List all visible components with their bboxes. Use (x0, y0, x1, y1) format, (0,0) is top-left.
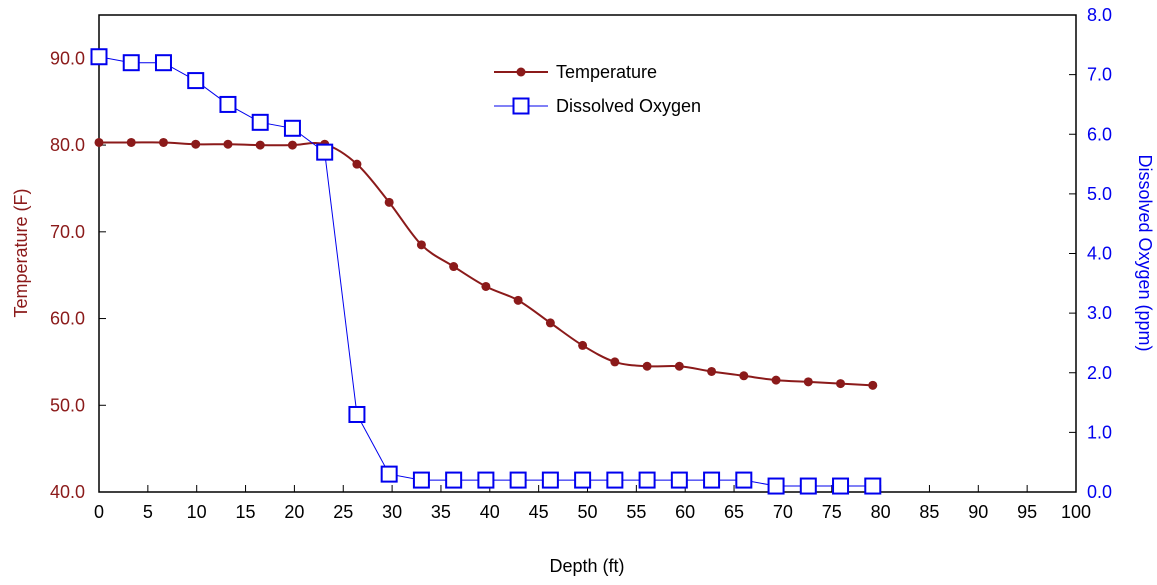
y-left-tick-label: 60.0 (50, 309, 85, 329)
point-temperature (771, 375, 781, 385)
x-tick-label: 80 (871, 502, 891, 522)
point-temperature (94, 137, 104, 147)
point-dissolved-oxygen (219, 95, 237, 113)
point-dissolved-oxygen (541, 471, 559, 489)
x-tick-label: 0 (94, 502, 104, 522)
x-tick-label: 55 (626, 502, 646, 522)
x-tick-label: 90 (968, 502, 988, 522)
y-right-tick-label: 1.0 (1087, 422, 1112, 442)
x-tick-label: 35 (431, 502, 451, 522)
x-tick-label: 40 (480, 502, 500, 522)
legend-label: Temperature (556, 62, 657, 82)
point-dissolved-oxygen (864, 477, 882, 495)
x-axis-label: Depth (ft) (549, 556, 624, 576)
y-right-tick-label: 7.0 (1087, 65, 1112, 85)
point-temperature (610, 357, 620, 367)
point-dissolved-oxygen (477, 471, 495, 489)
point-dissolved-oxygen (445, 471, 463, 489)
point-temperature (642, 361, 652, 371)
legend-marker-dissolved-oxygen (512, 97, 530, 115)
y-left-tick-label: 90.0 (50, 48, 85, 68)
point-temperature (416, 240, 426, 250)
x-tick-label: 65 (724, 502, 744, 522)
point-dissolved-oxygen (90, 48, 108, 66)
x-tick-label: 70 (773, 502, 793, 522)
point-dissolved-oxygen (574, 471, 592, 489)
point-dissolved-oxygen (316, 143, 334, 161)
point-temperature (158, 137, 168, 147)
point-dissolved-oxygen (412, 471, 430, 489)
point-dissolved-oxygen (251, 113, 269, 131)
x-tick-label: 5 (143, 502, 153, 522)
y-right-tick-label: 8.0 (1087, 5, 1112, 25)
y-left-tick-label: 70.0 (50, 222, 85, 242)
point-temperature (578, 340, 588, 350)
point-dissolved-oxygen (703, 471, 721, 489)
point-dissolved-oxygen (832, 477, 850, 495)
y-axis-right: 0.0 1.0 2.0 3.0 4.0 5.0 6.0 7.0 8.0 (1069, 5, 1112, 502)
point-dissolved-oxygen (154, 54, 172, 72)
y-left-tick-label: 40.0 (50, 482, 85, 502)
x-tick-label: 85 (919, 502, 939, 522)
point-temperature (803, 377, 813, 387)
point-dissolved-oxygen (767, 477, 785, 495)
point-dissolved-oxygen (638, 471, 656, 489)
point-temperature (255, 140, 265, 150)
plot-area (98, 14, 1077, 493)
y-right-tick-label: 0.0 (1087, 482, 1112, 502)
point-dissolved-oxygen (799, 477, 817, 495)
point-dissolved-oxygen (735, 471, 753, 489)
legend-label: Dissolved Oxygen (556, 96, 701, 116)
x-tick-label: 20 (284, 502, 304, 522)
point-dissolved-oxygen (380, 465, 398, 483)
x-tick-label: 10 (187, 502, 207, 522)
point-temperature (384, 197, 394, 207)
point-temperature (223, 139, 233, 149)
y-right-tick-label: 4.0 (1087, 244, 1112, 264)
point-temperature (836, 379, 846, 389)
series-layer (90, 48, 882, 495)
point-temperature (545, 318, 555, 328)
x-tick-label: 25 (333, 502, 353, 522)
x-tick-label: 60 (675, 502, 695, 522)
x-tick-label: 15 (236, 502, 256, 522)
x-tick-label: 30 (382, 502, 402, 522)
point-dissolved-oxygen (187, 72, 205, 90)
x-tick-label: 75 (822, 502, 842, 522)
y-right-tick-label: 5.0 (1087, 184, 1112, 204)
y-right-tick-label: 3.0 (1087, 303, 1112, 323)
point-temperature (449, 262, 459, 272)
y-left-tick-label: 80.0 (50, 135, 85, 155)
y-left-tick-label: 50.0 (50, 395, 85, 415)
point-dissolved-oxygen (606, 471, 624, 489)
point-dissolved-oxygen (122, 54, 140, 72)
y-axis-left: 40.0 50.0 60.0 70.0 80.0 90.0 (50, 48, 106, 502)
point-temperature (481, 281, 491, 291)
y-right-tick-label: 2.0 (1087, 363, 1112, 383)
x-tick-label: 50 (577, 502, 597, 522)
point-temperature (287, 140, 297, 150)
x-tick-label: 95 (1017, 502, 1037, 522)
point-temperature (707, 366, 717, 376)
point-temperature (126, 137, 136, 147)
point-temperature (191, 139, 201, 149)
y-axis-right-label: Dissolved Oxygen (ppm) (1135, 154, 1155, 351)
point-temperature (868, 380, 878, 390)
y-right-tick-label: 6.0 (1087, 124, 1112, 144)
point-dissolved-oxygen (509, 471, 527, 489)
point-dissolved-oxygen (283, 119, 301, 137)
x-axis: 0 5 10 15 20 25 30 35 40 45 50 55 60 65 70 75 80 85 90 95 10… (94, 485, 1091, 522)
point-temperature (352, 159, 362, 169)
point-temperature (739, 371, 749, 381)
legend-marker-temperature (516, 67, 526, 77)
point-temperature (674, 361, 684, 371)
point-dissolved-oxygen (670, 471, 688, 489)
point-dissolved-oxygen (348, 405, 366, 423)
x-tick-label: 100 (1061, 502, 1091, 522)
y-axis-left-label: Temperature (F) (11, 188, 31, 317)
point-temperature (513, 295, 523, 305)
legend: Temperature Dissolved Oxygen (494, 62, 701, 116)
x-tick-label: 45 (529, 502, 549, 522)
